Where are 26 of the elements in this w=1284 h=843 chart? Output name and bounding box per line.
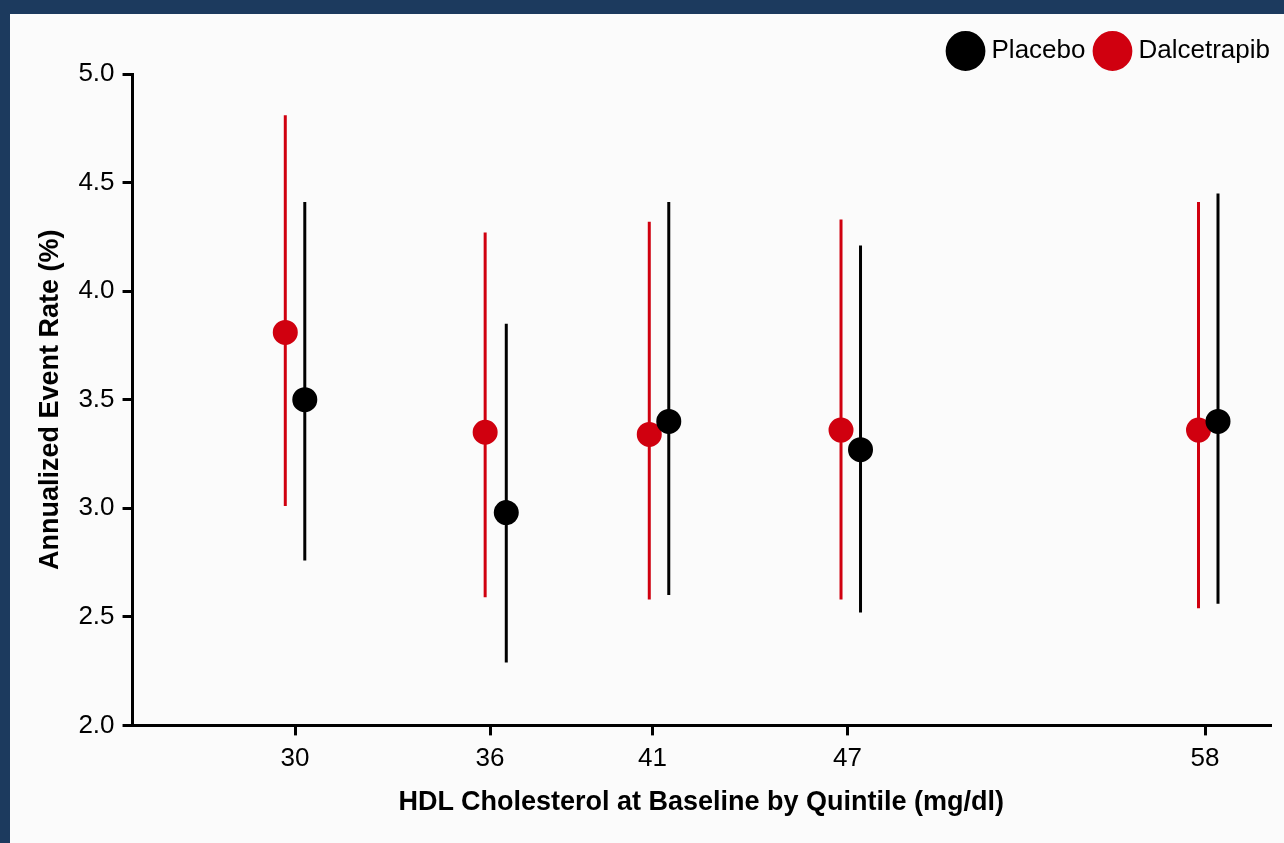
point [1205,408,1231,434]
y-axis-title: Annualized Event Rate (%) [33,229,64,570]
x-tick-label: 47 [833,742,862,773]
y-tick-label: 5.0 [78,57,115,88]
point [828,417,854,443]
point [292,387,318,413]
y-tick-label: 3.5 [78,382,115,413]
point [493,500,519,526]
point [636,421,662,447]
x-axis-title: HDL Cholesterol at Baseline by Quintile (mg/dl) [398,786,1005,817]
y-tick-label: 3.0 [78,491,115,522]
legend-label: Dalcetrapib [1138,34,1270,65]
point [848,437,874,463]
x-tick-label: 30 [280,742,310,773]
y-tick-label: 4.5 [78,165,115,196]
x-tick-label: 36 [475,742,505,773]
point [1186,417,1211,443]
point [656,408,682,434]
point [472,419,498,445]
y-tick-label: 2.0 [78,708,115,739]
legend-label: Placebo [991,34,1086,65]
y-tick-label: 4.0 [78,274,115,305]
x-tick-label: 58 [1190,742,1220,773]
x-tick-label: 41 [638,742,667,773]
point [272,319,298,345]
y-tick-label: 2.5 [78,600,115,631]
